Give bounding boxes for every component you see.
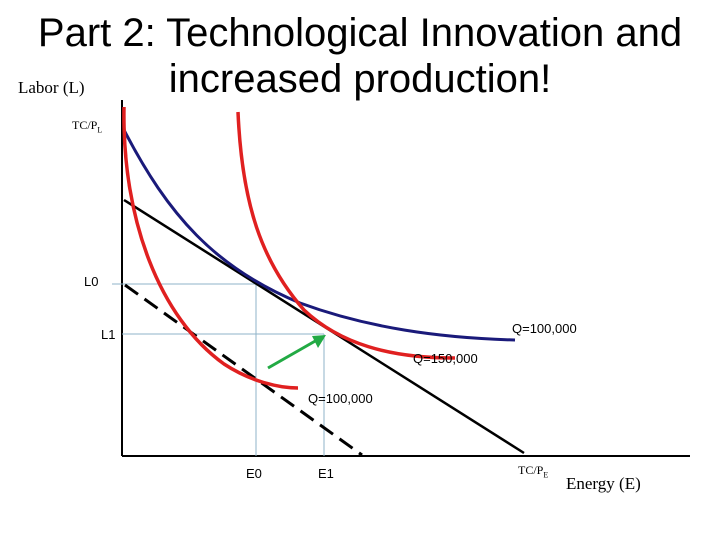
- y-axis-label: Labor (L): [18, 78, 85, 97]
- label-isoquant-red-inner: Q=100,000: [308, 391, 373, 406]
- y-intercept-subscript: L: [97, 125, 103, 135]
- isoquant-red-outer: [236, 111, 456, 360]
- marker-E0: E0: [246, 466, 262, 481]
- x-intercept-text: TC/P: [518, 463, 544, 477]
- label-isoquant-red-outer: Q=150,000: [413, 351, 478, 366]
- isocost-line-dashed: [124, 283, 363, 457]
- marker-L1: L1: [101, 327, 116, 342]
- x-intercept-label: TC/PE: [518, 463, 548, 479]
- marker-L0: L0: [84, 274, 99, 289]
- shift-arrow: [267, 338, 318, 370]
- marker-E1: E1: [318, 466, 334, 481]
- x-axis-label: Energy (E): [566, 474, 641, 493]
- x-intercept-subscript: E: [543, 470, 549, 480]
- title-line-1: Part 2: Technological Innovation and: [37, 11, 683, 55]
- shift-arrow-head: [312, 335, 326, 348]
- y-intercept-label: TC/PL: [72, 118, 102, 134]
- title-line-2: increased production!: [168, 57, 552, 101]
- y-intercept-text: TC/P: [72, 118, 98, 132]
- isoquant-red-inner: [122, 106, 299, 390]
- slide-title: Part 2: Technological Innovation and inc…: [0, 10, 720, 102]
- isoquant-blue: [122, 129, 516, 342]
- label-isoquant-blue: Q=100,000: [512, 321, 577, 336]
